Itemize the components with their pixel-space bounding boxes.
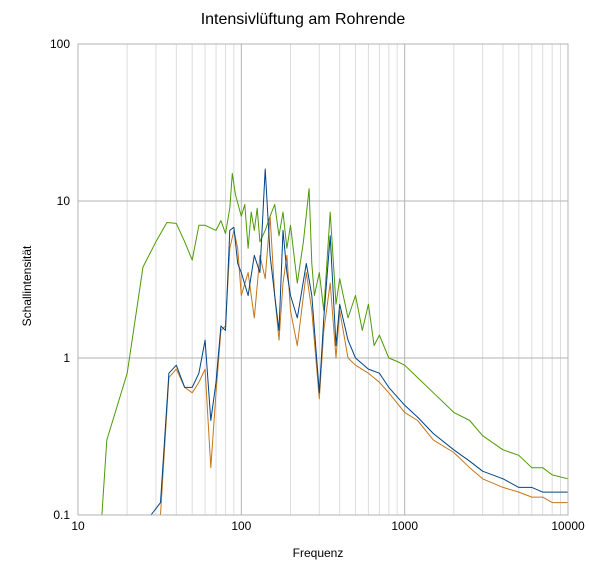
x-axis-label: Frequenz: [293, 546, 344, 560]
y-tick-label: 10: [57, 194, 71, 208]
x-tick-label: 10000: [551, 519, 585, 533]
series-line-1: [101, 172, 569, 516]
series-layer: [101, 168, 569, 516]
x-tick-label: 10: [71, 519, 85, 533]
y-tick-label: 1: [63, 351, 70, 365]
series-line-3: [150, 168, 568, 516]
x-tick-labels: 10 100 1000 10000: [71, 519, 585, 533]
y-axis-label: Schallintensität: [20, 245, 34, 326]
plot-frame: [77, 43, 569, 516]
chart-title: Intensivlüftung am Rohrende: [201, 11, 406, 28]
y-tick-labels: 0.1 1 10 100: [50, 37, 70, 522]
series-line-2: [151, 215, 568, 516]
x-tick-label: 100: [231, 519, 251, 533]
x-tick-label: 1000: [391, 519, 418, 533]
y-tick-label: 0.1: [53, 508, 70, 522]
y-tick-label: 100: [50, 37, 70, 51]
